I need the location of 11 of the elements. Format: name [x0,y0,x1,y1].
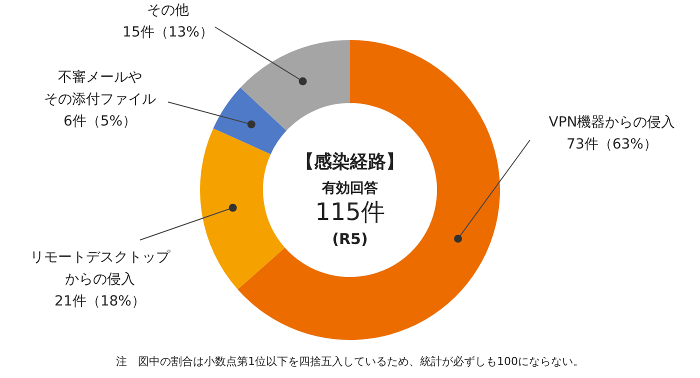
data-label: 21件（18%） [54,294,146,310]
slice-label: 不審メールやその添付ファイル [44,70,156,108]
text: 注 図中の割合は小数点第1位以下を四捨五入しているため、統計が必ずしも100にならない。 [116,354,584,368]
slice-label: リモートデスクトップからの侵入 [30,250,171,288]
data-label: 15件（13%） [122,24,214,41]
slice-label: VPN機器からの侵入 [548,114,676,131]
data-label: 6件（5%） [63,114,137,130]
slice-label: その他 [147,2,189,19]
data-label: 73件（63%） [566,136,658,153]
text: 【感染経路】 [296,152,404,173]
text: 有効回答 115件 (R5) [315,180,385,248]
